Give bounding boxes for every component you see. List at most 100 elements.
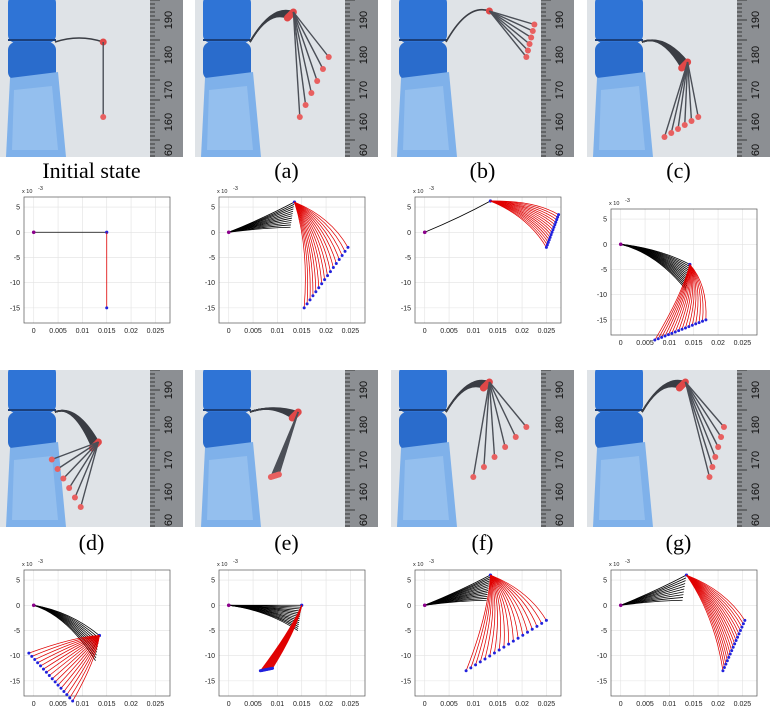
y-tick-label: 5 (407, 578, 411, 585)
red-curve-endpoint (690, 323, 694, 327)
red-curve-endpoint (47, 674, 51, 678)
x-tick-label: 0.02 (711, 701, 725, 708)
x-tick-label: 0.025 (538, 701, 556, 708)
x-tick-label: 0.005 (440, 701, 458, 708)
plot-frame (23, 196, 171, 324)
ruler-label: 60 (163, 514, 175, 526)
ruler-label: 170 (163, 81, 175, 99)
actuator-highlight (599, 456, 645, 520)
y-tick-label: -15 (10, 678, 20, 685)
x-tick-label: 0.02 (319, 328, 333, 335)
cable-tip-marker (678, 64, 686, 72)
red-curve-endpoint (546, 240, 550, 244)
actuator-top-block (8, 370, 56, 413)
red-curve-endpoint (557, 213, 561, 217)
x-tick-label: 0.01 (663, 340, 677, 347)
tendon-end-marker (470, 474, 477, 480)
ruler-label: 190 (750, 381, 762, 399)
red-curve-endpoint (680, 327, 684, 331)
black-curve (424, 200, 491, 233)
x-tick-label: 0.015 (489, 328, 507, 335)
y-tick-label: 0 (16, 603, 20, 610)
ruler-label: 190 (554, 381, 566, 399)
black-curve (228, 226, 291, 233)
axis-exponent-power: -3 (233, 186, 238, 192)
plot-frame (414, 196, 562, 324)
y-tick-label: -5 (601, 628, 607, 635)
x-tick-label: 0.01 (271, 328, 285, 335)
x-tick-label: 0.01 (663, 701, 677, 708)
ruler-label: 170 (750, 81, 762, 99)
tendon-end-marker (715, 444, 722, 450)
tendon-end-marker (668, 130, 675, 136)
x-tick-label: 0.01 (76, 701, 90, 708)
red-curve (51, 635, 100, 679)
tendon-end-marker (319, 66, 326, 72)
red-curve-endpoint (474, 663, 478, 667)
y-tick-label: -10 (10, 280, 20, 287)
x-tick-label: 0 (423, 701, 427, 708)
tendon-end-marker (523, 54, 530, 60)
plot-frame (414, 569, 562, 697)
red-curve (294, 201, 328, 276)
axis-exponent: x 10 (22, 189, 32, 195)
cable-tip-marker (479, 384, 487, 392)
tendon (292, 11, 307, 106)
caption-a: (a) (274, 158, 299, 183)
y-tick-label: 5 (603, 217, 607, 224)
photo-e: 190 180 170 160 60 (195, 370, 378, 527)
red-curve-endpoint (544, 618, 548, 622)
y-tick-label: -10 (401, 653, 411, 660)
red-curve-endpoint (653, 338, 657, 342)
red-curve (470, 575, 491, 668)
red-curve-endpoint (734, 639, 738, 643)
red-curve-endpoint (311, 294, 315, 298)
y-tick-label: -5 (209, 628, 215, 635)
red-curve-endpoint (41, 667, 45, 671)
red-curve-endpoint (731, 645, 735, 649)
x-tick-label: 0.005 (244, 701, 262, 708)
red-curve-endpoint (483, 657, 487, 661)
actuator-top-block (203, 0, 251, 43)
red-curve (686, 574, 744, 624)
red-curve-endpoint (44, 670, 48, 674)
photo-scene: 190 180 170 160 60 (391, 370, 574, 527)
y-tick-label: 5 (407, 205, 411, 212)
ruler-label: 170 (750, 451, 762, 469)
tendon-end-marker (523, 424, 530, 430)
cable-tip-marker (283, 14, 291, 22)
ruler-label: 190 (358, 381, 370, 399)
red-curve (490, 574, 543, 624)
x-tick-label: 0.02 (515, 701, 529, 708)
red-curve-endpoint (540, 621, 544, 625)
x-tick-label: 0.005 (49, 701, 67, 708)
actuator-middle-block (595, 412, 643, 450)
tendon-end-marker (720, 424, 727, 430)
red-curve-endpoint (724, 662, 728, 666)
axis-exponent-power: -3 (429, 186, 434, 192)
x-tick-label: 0.025 (734, 701, 752, 708)
tendon (278, 411, 299, 475)
red-curve-endpoint (323, 278, 327, 282)
ruler-label: 60 (358, 144, 370, 156)
red-curve (490, 574, 514, 642)
tendon-end-marker (480, 464, 487, 470)
tendon (677, 61, 689, 130)
cable (249, 408, 293, 419)
photo-g: 190 180 170 160 60 (587, 370, 770, 527)
red-curve (294, 201, 325, 280)
y-tick-label: -5 (405, 628, 411, 635)
red-curve (294, 201, 314, 296)
actuator-highlight (207, 456, 253, 520)
plot-g: 0 0.005 0.01 0.015 0.02 0.025 5 0 -5 -10 -15 x 10 -3 (587, 556, 770, 716)
cable (54, 410, 94, 449)
tendon (684, 381, 719, 448)
ruler (345, 370, 378, 527)
red-curve (46, 635, 100, 673)
red-curve (490, 574, 505, 648)
tendon-end-marker (681, 122, 688, 128)
tendon-end-marker (48, 456, 55, 463)
red-curve-endpoint (721, 669, 725, 673)
red-curve-endpoint (694, 322, 698, 326)
red-curve-endpoint (346, 245, 350, 249)
